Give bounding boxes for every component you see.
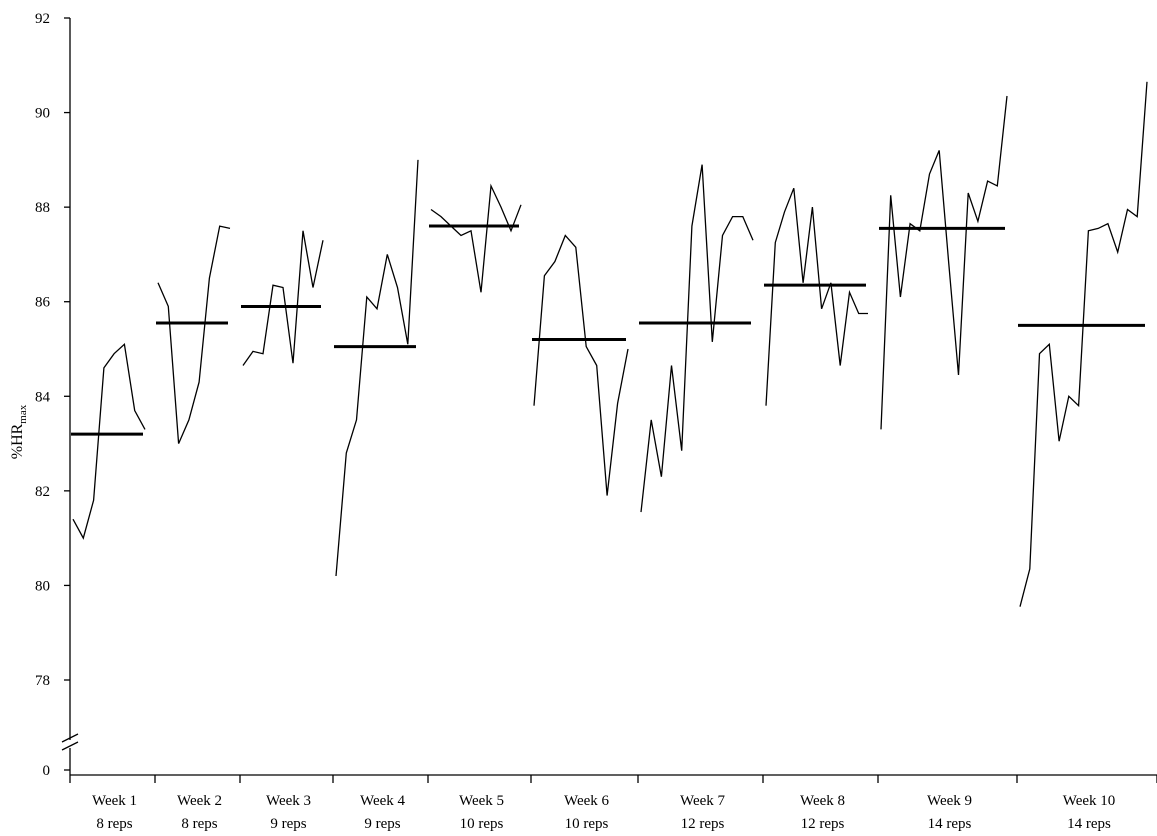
week-labels: Week 1 8 reps Week 2 8 reps Week 3 9 reps Week… xyxy=(92,793,1115,832)
series-line-week-2 xyxy=(157,225,231,444)
series-line-week-6 xyxy=(533,234,629,496)
y-ticks: 92 90 88 86 84 82 80 78 0 xyxy=(35,11,70,779)
y-tick-label: 82 xyxy=(35,484,50,500)
reps-label: 12 reps xyxy=(801,816,845,832)
week-label: Week 4 xyxy=(360,793,406,809)
reps-label: 10 reps xyxy=(460,816,504,832)
y-tick-label: 78 xyxy=(35,673,50,689)
reps-label: 12 reps xyxy=(681,816,725,832)
y-axis-label: %HRmax xyxy=(9,404,29,459)
reps-label: 8 reps xyxy=(181,816,217,832)
series-line-week-10 xyxy=(1019,81,1148,607)
y-tick-label: 92 xyxy=(35,11,50,27)
reps-label: 8 reps xyxy=(96,816,132,832)
series-line-week-3 xyxy=(242,230,324,366)
week-label: Week 6 xyxy=(564,793,610,809)
week-dividers xyxy=(69,775,1157,783)
series-line-week-1 xyxy=(72,343,146,540)
week-label: Week 7 xyxy=(680,793,726,809)
series-line-week-9 xyxy=(880,95,1008,430)
reps-label: 10 reps xyxy=(565,816,609,832)
week-label: Week 8 xyxy=(800,793,845,809)
y-tick-label: 90 xyxy=(35,106,50,122)
y-tick-label: 88 xyxy=(35,200,50,216)
axis-break-mark-2 xyxy=(61,741,79,751)
series-lines xyxy=(72,81,1148,607)
series-line-week-4 xyxy=(335,159,419,577)
series-line-week-8 xyxy=(765,187,868,406)
series-line-week-7 xyxy=(640,164,754,513)
week-label: Week 5 xyxy=(459,793,504,809)
week-label: Week 2 xyxy=(177,793,222,809)
y-tick-label: 84 xyxy=(35,389,51,405)
week-label: Week 9 xyxy=(927,793,972,809)
reps-label: 14 reps xyxy=(1067,816,1111,832)
axis-break-mark-1 xyxy=(61,733,79,743)
y-tick-label: 86 xyxy=(35,295,51,311)
week-label: Week 1 xyxy=(92,793,137,809)
y-tick-label: 0 xyxy=(43,763,51,779)
y-tick-label: 80 xyxy=(35,578,50,594)
week-label: Week 3 xyxy=(266,793,311,809)
reps-label: 9 reps xyxy=(270,816,306,832)
mean-lines xyxy=(71,224,1145,436)
week-label: Week 10 xyxy=(1063,793,1116,809)
series-line-week-5 xyxy=(430,183,522,293)
reps-label: 14 reps xyxy=(928,816,972,832)
reps-label: 9 reps xyxy=(364,816,400,832)
